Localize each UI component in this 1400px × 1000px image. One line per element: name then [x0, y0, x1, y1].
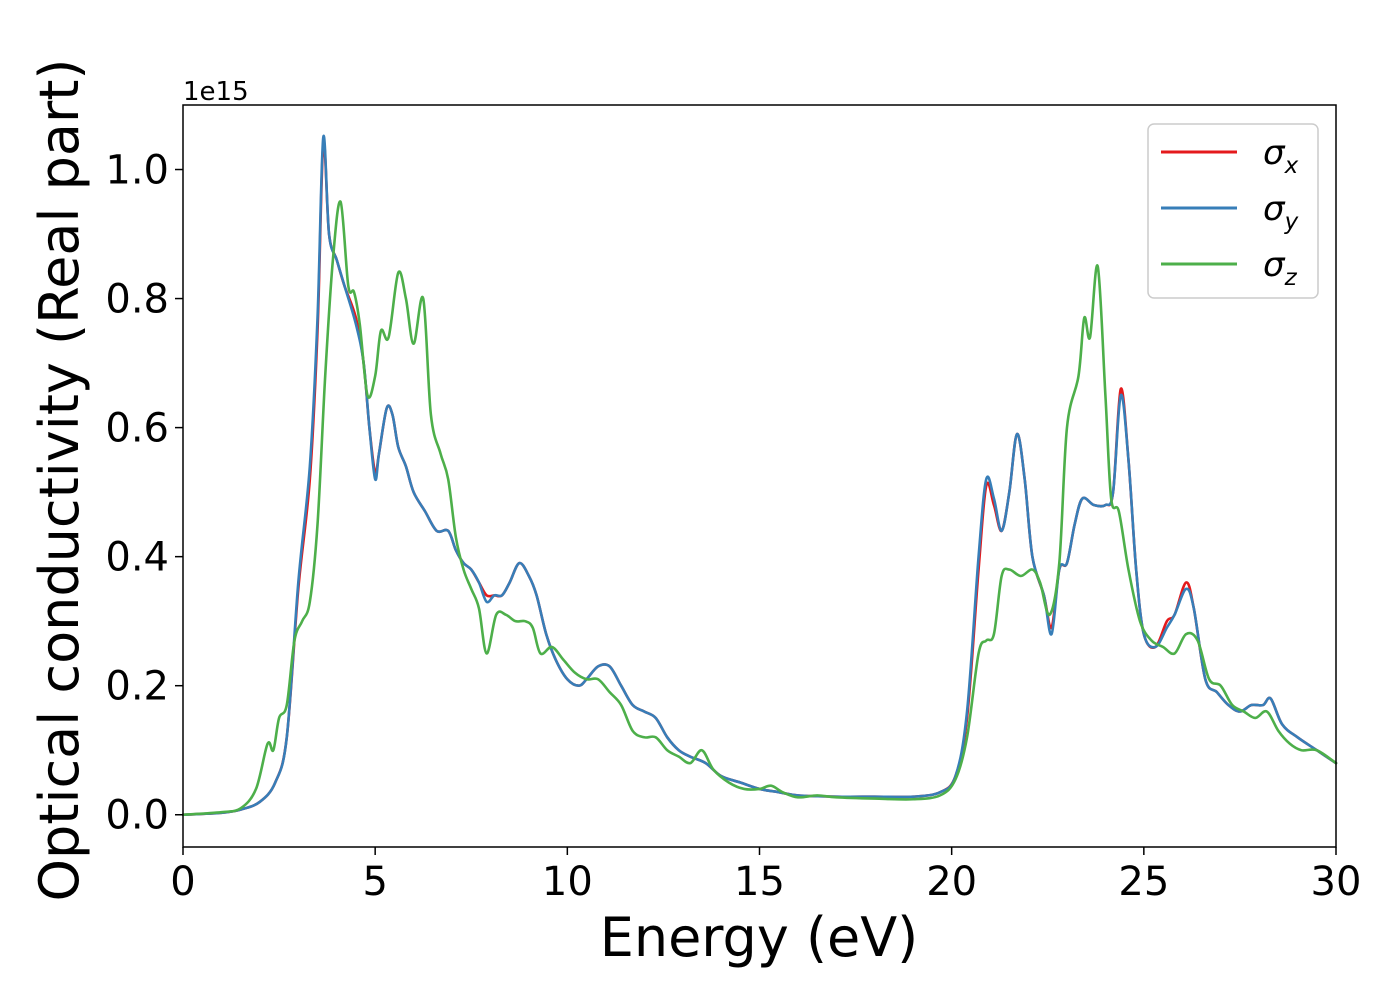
- y-tick-label: 0.0: [105, 793, 169, 839]
- y-tick-label: 1.0: [105, 148, 169, 194]
- y-axis-label: Optical conductivity (Real part): [28, 59, 91, 902]
- series-line-sigma-y: [181, 134, 1338, 817]
- x-tick-label: 5: [362, 859, 387, 905]
- x-tick-label: 30: [1311, 859, 1362, 905]
- y-offset-label: 1e15: [183, 77, 249, 107]
- y-tick-label: 0.8: [105, 277, 169, 323]
- y-axis: 0.0 0.2 0.4 0.6 0.8 1.0: [105, 148, 183, 839]
- x-tick-label: 25: [1118, 859, 1169, 905]
- x-tick-label: 20: [926, 859, 977, 905]
- legend-label-sigma-x: σx: [1263, 133, 1299, 179]
- legend-label-sigma-z: σz: [1263, 245, 1298, 291]
- legend-box: [1147, 123, 1319, 299]
- legend-label-sigma-y: σy: [1263, 189, 1299, 235]
- x-tick-label: 0: [170, 859, 195, 905]
- y-tick-label: 0.4: [105, 535, 169, 581]
- legend: σx σy σz: [1147, 123, 1319, 299]
- y-tick-label: 0.6: [105, 406, 169, 452]
- x-tick-label: 10: [542, 859, 593, 905]
- x-tick-label: 15: [734, 859, 785, 905]
- series-line-sigma-z: [181, 200, 1338, 817]
- y-tick-label: 0.2: [105, 664, 169, 710]
- x-axis: 0 5 10 15 20 25 30: [170, 847, 1361, 905]
- series-layer: [181, 134, 1338, 817]
- x-axis-label: Energy (eV): [600, 906, 919, 969]
